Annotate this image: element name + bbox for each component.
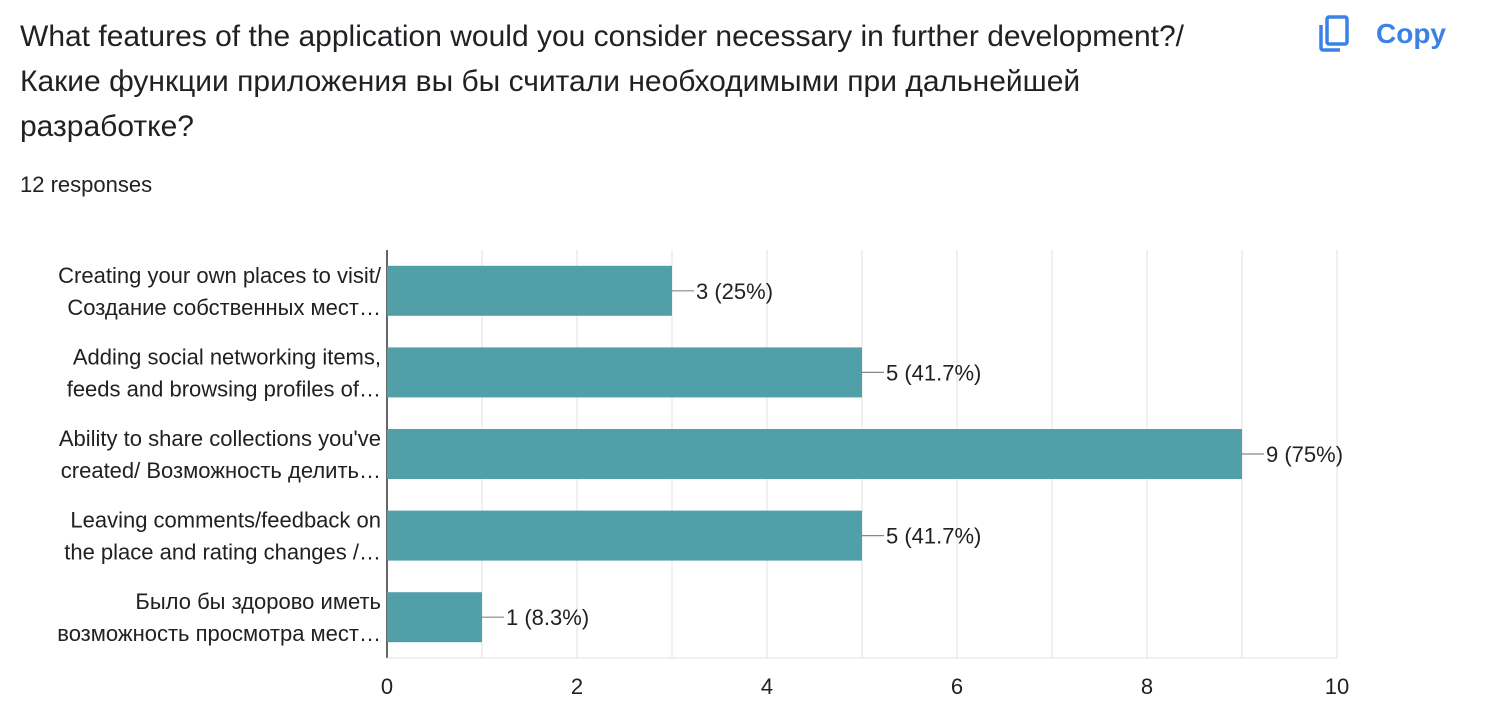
category-label: Создание собственных мест… bbox=[67, 295, 381, 320]
x-tick-label: 10 bbox=[1325, 674, 1349, 699]
category-label: Ability to share collections you've bbox=[59, 426, 381, 451]
category-label: the place and rating changes /… bbox=[64, 540, 381, 565]
x-tick-label: 0 bbox=[381, 674, 393, 699]
copy-button[interactable]: Copy bbox=[1316, 10, 1466, 58]
response-count: 12 responses bbox=[20, 172, 153, 197]
copy-icon bbox=[1316, 14, 1352, 54]
x-tick-label: 6 bbox=[951, 674, 963, 699]
category-labels: Creating your own places to visit/Создан… bbox=[57, 263, 382, 646]
bar-1 bbox=[387, 265, 672, 316]
data-label: 9 (75%) bbox=[1266, 442, 1343, 467]
copy-label: Copy bbox=[1376, 18, 1446, 49]
category-label: возможность просмотра мест… bbox=[57, 621, 381, 646]
x-tick-labels: 0 2 4 6 8 10 bbox=[381, 674, 1349, 699]
category-label: Leaving comments/feedback on bbox=[70, 508, 381, 533]
bar-2 bbox=[387, 347, 862, 398]
data-label: 5 (41.7%) bbox=[886, 524, 981, 549]
data-label: 5 (41.7%) bbox=[886, 360, 981, 385]
x-tick-label: 4 bbox=[761, 674, 773, 699]
category-label: Creating your own places to visit/ bbox=[58, 263, 382, 288]
question-title: What features of the application would y… bbox=[20, 20, 1184, 143]
x-tick-label: 8 bbox=[1141, 674, 1153, 699]
bar-3 bbox=[387, 429, 1242, 479]
bars: 3 (25%) 5 (41.7%) 9 (75%) 5 (41.7%) 1 (8.3%) bbox=[387, 265, 1343, 643]
data-label: 3 (25%) bbox=[696, 279, 773, 304]
category-label: created/ Возможность делить… bbox=[61, 458, 381, 483]
category-label: Было бы здорово иметь bbox=[135, 589, 381, 614]
x-tick-label: 2 bbox=[571, 674, 583, 699]
bar-4 bbox=[387, 510, 862, 561]
category-label: Adding social networking items, bbox=[73, 344, 381, 369]
data-label: 1 (8.3%) bbox=[506, 605, 589, 630]
category-label: feeds and browsing profiles of… bbox=[67, 376, 381, 401]
bar-5 bbox=[387, 592, 482, 643]
